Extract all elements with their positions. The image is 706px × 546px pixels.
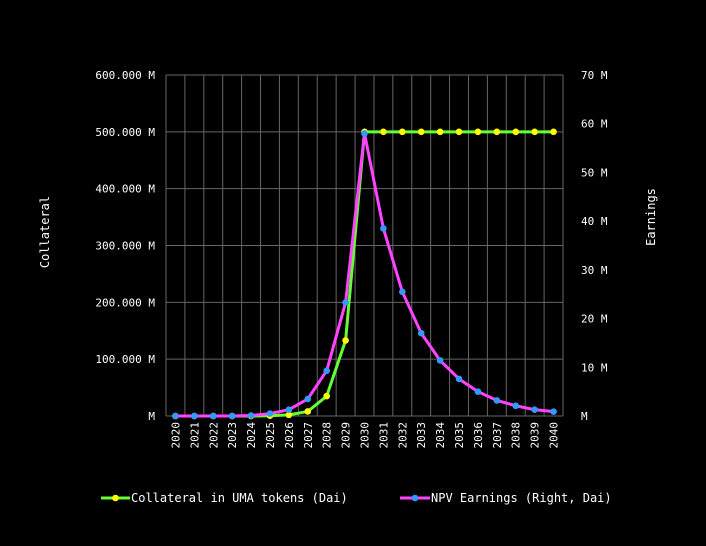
data-point [285,411,293,419]
data-point [285,406,293,413]
data-point [247,412,255,419]
data-point [323,367,330,374]
data-point [399,128,406,136]
x-tick-label: 2020 [169,422,182,449]
left-tick-label: 600.000 M [95,69,155,82]
legend-swatch-marker [411,494,419,502]
left-tick-label: M [148,410,155,423]
right-tick-label: 60 M [581,118,608,131]
right-tick-label: 40 M [581,215,608,228]
x-tick-label: 2035 [453,422,466,449]
x-tick-label: 2038 [510,422,523,449]
left-tick-label: 500.000 M [95,126,155,139]
x-tick-label: 2022 [207,422,220,449]
x-tick-label: 2037 [491,422,504,449]
data-point [266,410,274,417]
data-point [380,225,387,232]
right-tick-label: M [581,410,588,423]
data-point [474,388,482,395]
right-tick-label: 20 M [581,313,608,326]
right-tick-label: 30 M [581,264,608,277]
x-tick-label: 2030 [359,422,372,449]
data-point [399,288,406,296]
series-layer [172,128,557,420]
left-tick-label: 200.000 M [95,296,155,309]
data-point [191,412,198,420]
x-tick-label: 2031 [377,422,390,449]
data-point [228,412,236,420]
legend: Collateral in UMA tokens (Dai) NPV Earnin… [101,491,612,505]
series-line [175,130,554,418]
data-point [342,337,349,344]
x-tick-label: 2036 [472,422,485,449]
left-tick-label: 300.000 M [95,240,155,253]
legend-swatch-marker [112,494,119,502]
legend-label: Collateral in UMA tokens (Dai) [131,491,348,505]
series-0 [172,128,557,420]
left-axis-title: Collateral [38,196,52,268]
x-tick-label: 2033 [415,422,428,449]
right-tick-label: 50 M [581,166,608,179]
x-tick-label: 2039 [529,422,542,449]
x-tick-label: 2021 [188,422,201,449]
data-point [172,412,179,420]
legend-item: NPV Earnings (Right, Dai) [400,491,612,505]
x-tick-label: 2028 [321,422,334,449]
data-point [323,392,330,400]
data-point [436,357,444,364]
x-tick-label: 2034 [434,422,447,449]
right-axis-title: Earnings [644,188,658,246]
data-point [455,375,463,383]
data-point [474,128,482,136]
legend-label: NPV Earnings (Right, Dai) [431,491,612,505]
left-axis-ticks: M 100.000 M 200.000 M 300.000 M 400.000 M 500… [95,69,155,423]
data-point [304,395,312,403]
data-point [342,299,349,306]
data-point [209,412,217,420]
x-tick-label: 2023 [226,422,239,449]
data-point [512,128,520,136]
data-point [436,128,444,136]
right-tick-label: 70 M [581,69,608,82]
grid [165,74,564,417]
series-line [175,131,554,418]
x-tick-label: 2024 [245,422,258,449]
data-point [380,128,387,136]
x-tick-label: 2040 [548,422,561,449]
data-point [493,397,501,404]
data-point [531,406,538,413]
x-tick-label: 2026 [283,422,296,449]
data-point [531,128,538,136]
right-tick-label: 10 M [581,361,608,374]
x-axis-ticks: 2020 2021 2022 2023 2024 2025 2026 2027 2028 2029… [169,422,560,449]
data-point [417,329,425,337]
series-1 [172,130,557,420]
x-tick-label: 2025 [264,422,277,449]
data-point [455,128,463,136]
x-tick-label: 2032 [396,422,409,449]
x-tick-label: 2029 [340,422,353,449]
x-tick-label: 2027 [302,422,315,449]
data-point [493,128,501,136]
data-point [361,130,368,137]
data-point [550,128,557,136]
data-point [304,408,312,415]
data-point [417,128,425,136]
right-axis-ticks: M 10 M 20 M 30 M 40 M 50 M 60 M 70 M [581,69,608,423]
left-tick-label: 100.000 M [95,353,155,366]
left-tick-label: 400.000 M [95,183,155,196]
legend-item: Collateral in UMA tokens (Dai) [101,491,348,505]
data-point [550,408,557,415]
data-point [512,402,520,410]
